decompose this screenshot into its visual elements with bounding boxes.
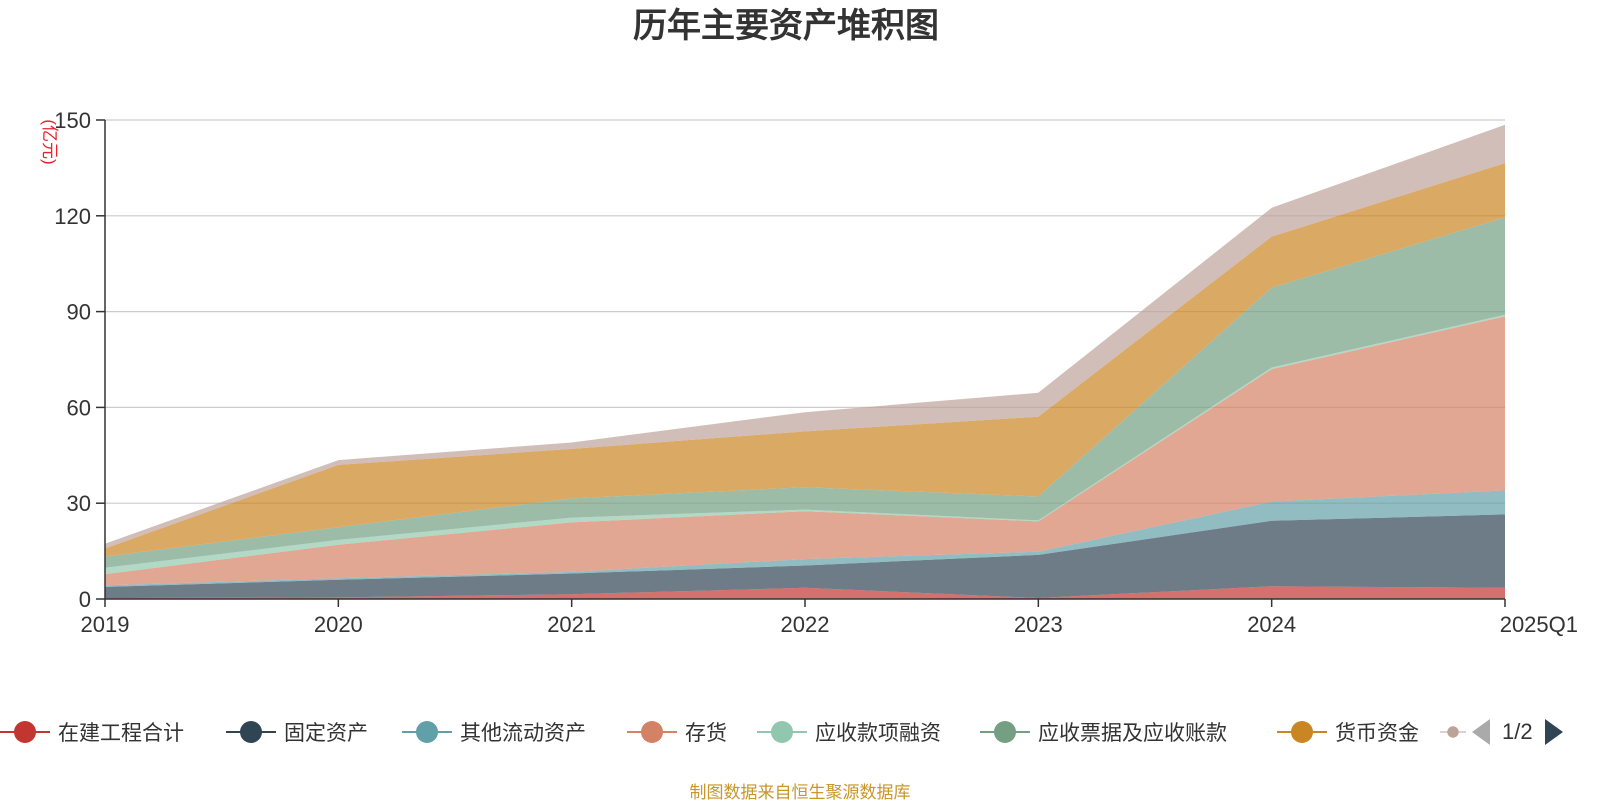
area-series-2 (105, 490, 1505, 587)
y-tick-label: 0 (79, 587, 91, 612)
area-series (105, 124, 1505, 599)
legend-label: 其他流动资产 (460, 722, 586, 745)
axes: 0 30 60 90 120 150 2019 2020 2021 2022 2023 2024 202… (54, 108, 1578, 637)
legend-marker-icon (402, 721, 452, 743)
y-axis-unit-label: (亿元) (40, 119, 59, 164)
x-tick-label: 2021 (547, 612, 596, 637)
x-tick-label: 2019 (81, 612, 130, 637)
triangle-left-icon[interactable] (1470, 717, 1492, 747)
y-tick-label: 120 (54, 204, 91, 229)
legend-marker-icon (1440, 726, 1466, 738)
x-tick-label: 2024 (1247, 612, 1296, 637)
legend-page-indicator: 1/2 (1502, 719, 1533, 744)
stacked-area-chart: 历年主要资产堆积图 (亿元) 0 30 60 90 120 150 2019 2020 2021… (40, 7, 1578, 637)
x-tick-label: 2023 (1014, 612, 1063, 637)
legend-marker-icon (980, 721, 1030, 743)
y-tick-label: 60 (67, 395, 91, 420)
legend-label: 固定资产 (284, 722, 368, 745)
y-tick-label: 30 (67, 491, 91, 516)
legend-item[interactable]: 存货 (627, 712, 727, 752)
area-series-0 (105, 586, 1505, 599)
chart-title: 历年主要资产堆积图 (633, 7, 939, 45)
legend-label: 应收票据及应收账款 (1038, 722, 1227, 745)
x-tick-label: 2025Q1 (1500, 612, 1578, 637)
area-series-5 (105, 217, 1505, 568)
area-series-1 (105, 514, 1505, 598)
legend-label: 存货 (685, 722, 727, 745)
legend-item[interactable]: 应收票据及应收账款 (980, 712, 1227, 752)
data-source-note: 制图数据来自恒生聚源数据库 (689, 783, 911, 802)
legend-marker-icon (1277, 721, 1327, 743)
area-series-3 (105, 316, 1505, 586)
x-tick-label: 2022 (781, 612, 830, 637)
legend-item[interactable]: 固定资产 (226, 712, 368, 752)
legend-item[interactable]: 在建工程合计 (0, 712, 184, 752)
legend: 在建工程合计 固定资产 其他流动资产 存货 应收款项融资 应收票据及应收账款 货币资金 (0, 712, 1600, 752)
legend-label: 货币资金 (1335, 722, 1419, 745)
legend-item-partial[interactable] (1440, 712, 1466, 752)
legend-item[interactable]: 货币资金 (1277, 712, 1419, 752)
legend-marker-icon (627, 721, 677, 743)
legend-item[interactable]: 其他流动资产 (402, 712, 586, 752)
triangle-right-icon[interactable] (1543, 717, 1565, 747)
legend-marker-icon (0, 721, 50, 743)
x-tick-label: 2020 (314, 612, 363, 637)
y-tick-label: 90 (67, 300, 91, 325)
legend-label: 应收款项融资 (815, 722, 941, 745)
legend-pager: 1/2 (1470, 712, 1565, 752)
area-series-6 (105, 163, 1505, 557)
legend-marker-icon (226, 721, 276, 743)
legend-item[interactable]: 应收款项融资 (757, 712, 941, 752)
legend-label: 在建工程合计 (58, 722, 184, 745)
y-tick-label: 150 (54, 108, 91, 133)
legend-marker-icon (757, 721, 807, 743)
